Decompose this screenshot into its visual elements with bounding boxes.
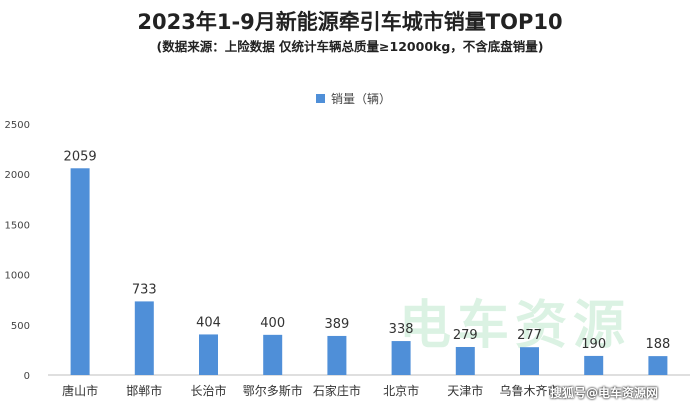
- bar: [199, 334, 218, 375]
- x-tick-label: 天津市: [447, 383, 483, 398]
- y-tick-label: 500: [11, 321, 30, 332]
- y-tick-label: 0: [24, 371, 30, 382]
- legend: 销量（辆）: [316, 90, 391, 107]
- data-label: 400: [260, 316, 285, 331]
- legend-swatch: [316, 94, 325, 103]
- source-tag: 搜狐号@电车资源网: [550, 386, 659, 400]
- x-tick-label: 乌鲁木齐市: [499, 383, 559, 398]
- data-label: 279: [453, 328, 478, 343]
- bar: [391, 341, 411, 375]
- y-tick-label: 1500: [5, 220, 30, 231]
- data-label: 277: [517, 328, 542, 343]
- x-tick-label: 邯郸市: [126, 383, 162, 398]
- x-tick-label: 石家庄市: [313, 383, 361, 398]
- data-label: 404: [196, 315, 221, 330]
- bar: [134, 301, 154, 375]
- bar: [70, 168, 90, 375]
- x-tick-label: 鄂尔多斯市: [243, 383, 303, 398]
- data-label: 190: [581, 337, 606, 352]
- y-tick-label: 2000: [5, 170, 30, 181]
- bar: [648, 356, 668, 375]
- bar: [584, 355, 604, 375]
- bar: [263, 334, 283, 375]
- data-label: 338: [389, 322, 414, 337]
- data-label: 2059: [64, 149, 97, 164]
- y-tick-label: 2500: [5, 120, 30, 131]
- bar: [520, 347, 539, 375]
- chart-subtitle: (数据来源：上险数据 仅统计车辆总质量≥12000kg，不含底盘销量): [156, 39, 544, 54]
- data-label: 389: [324, 317, 349, 332]
- watermark-logo: 电车资源: [399, 296, 631, 356]
- data-label: 733: [132, 282, 157, 297]
- bar: [455, 346, 475, 375]
- data-label: 188: [645, 337, 670, 352]
- x-tick-label: 长治市: [190, 383, 226, 398]
- bar: [327, 335, 347, 375]
- chart-title: 2023年1-9月新能源牵引车城市销量TOP10: [137, 10, 563, 34]
- legend-label: 销量（辆）: [331, 92, 392, 106]
- x-tick-label: 唐山市: [62, 383, 98, 398]
- x-tick-label: 北京市: [383, 383, 419, 398]
- y-tick-label: 1000: [5, 271, 30, 282]
